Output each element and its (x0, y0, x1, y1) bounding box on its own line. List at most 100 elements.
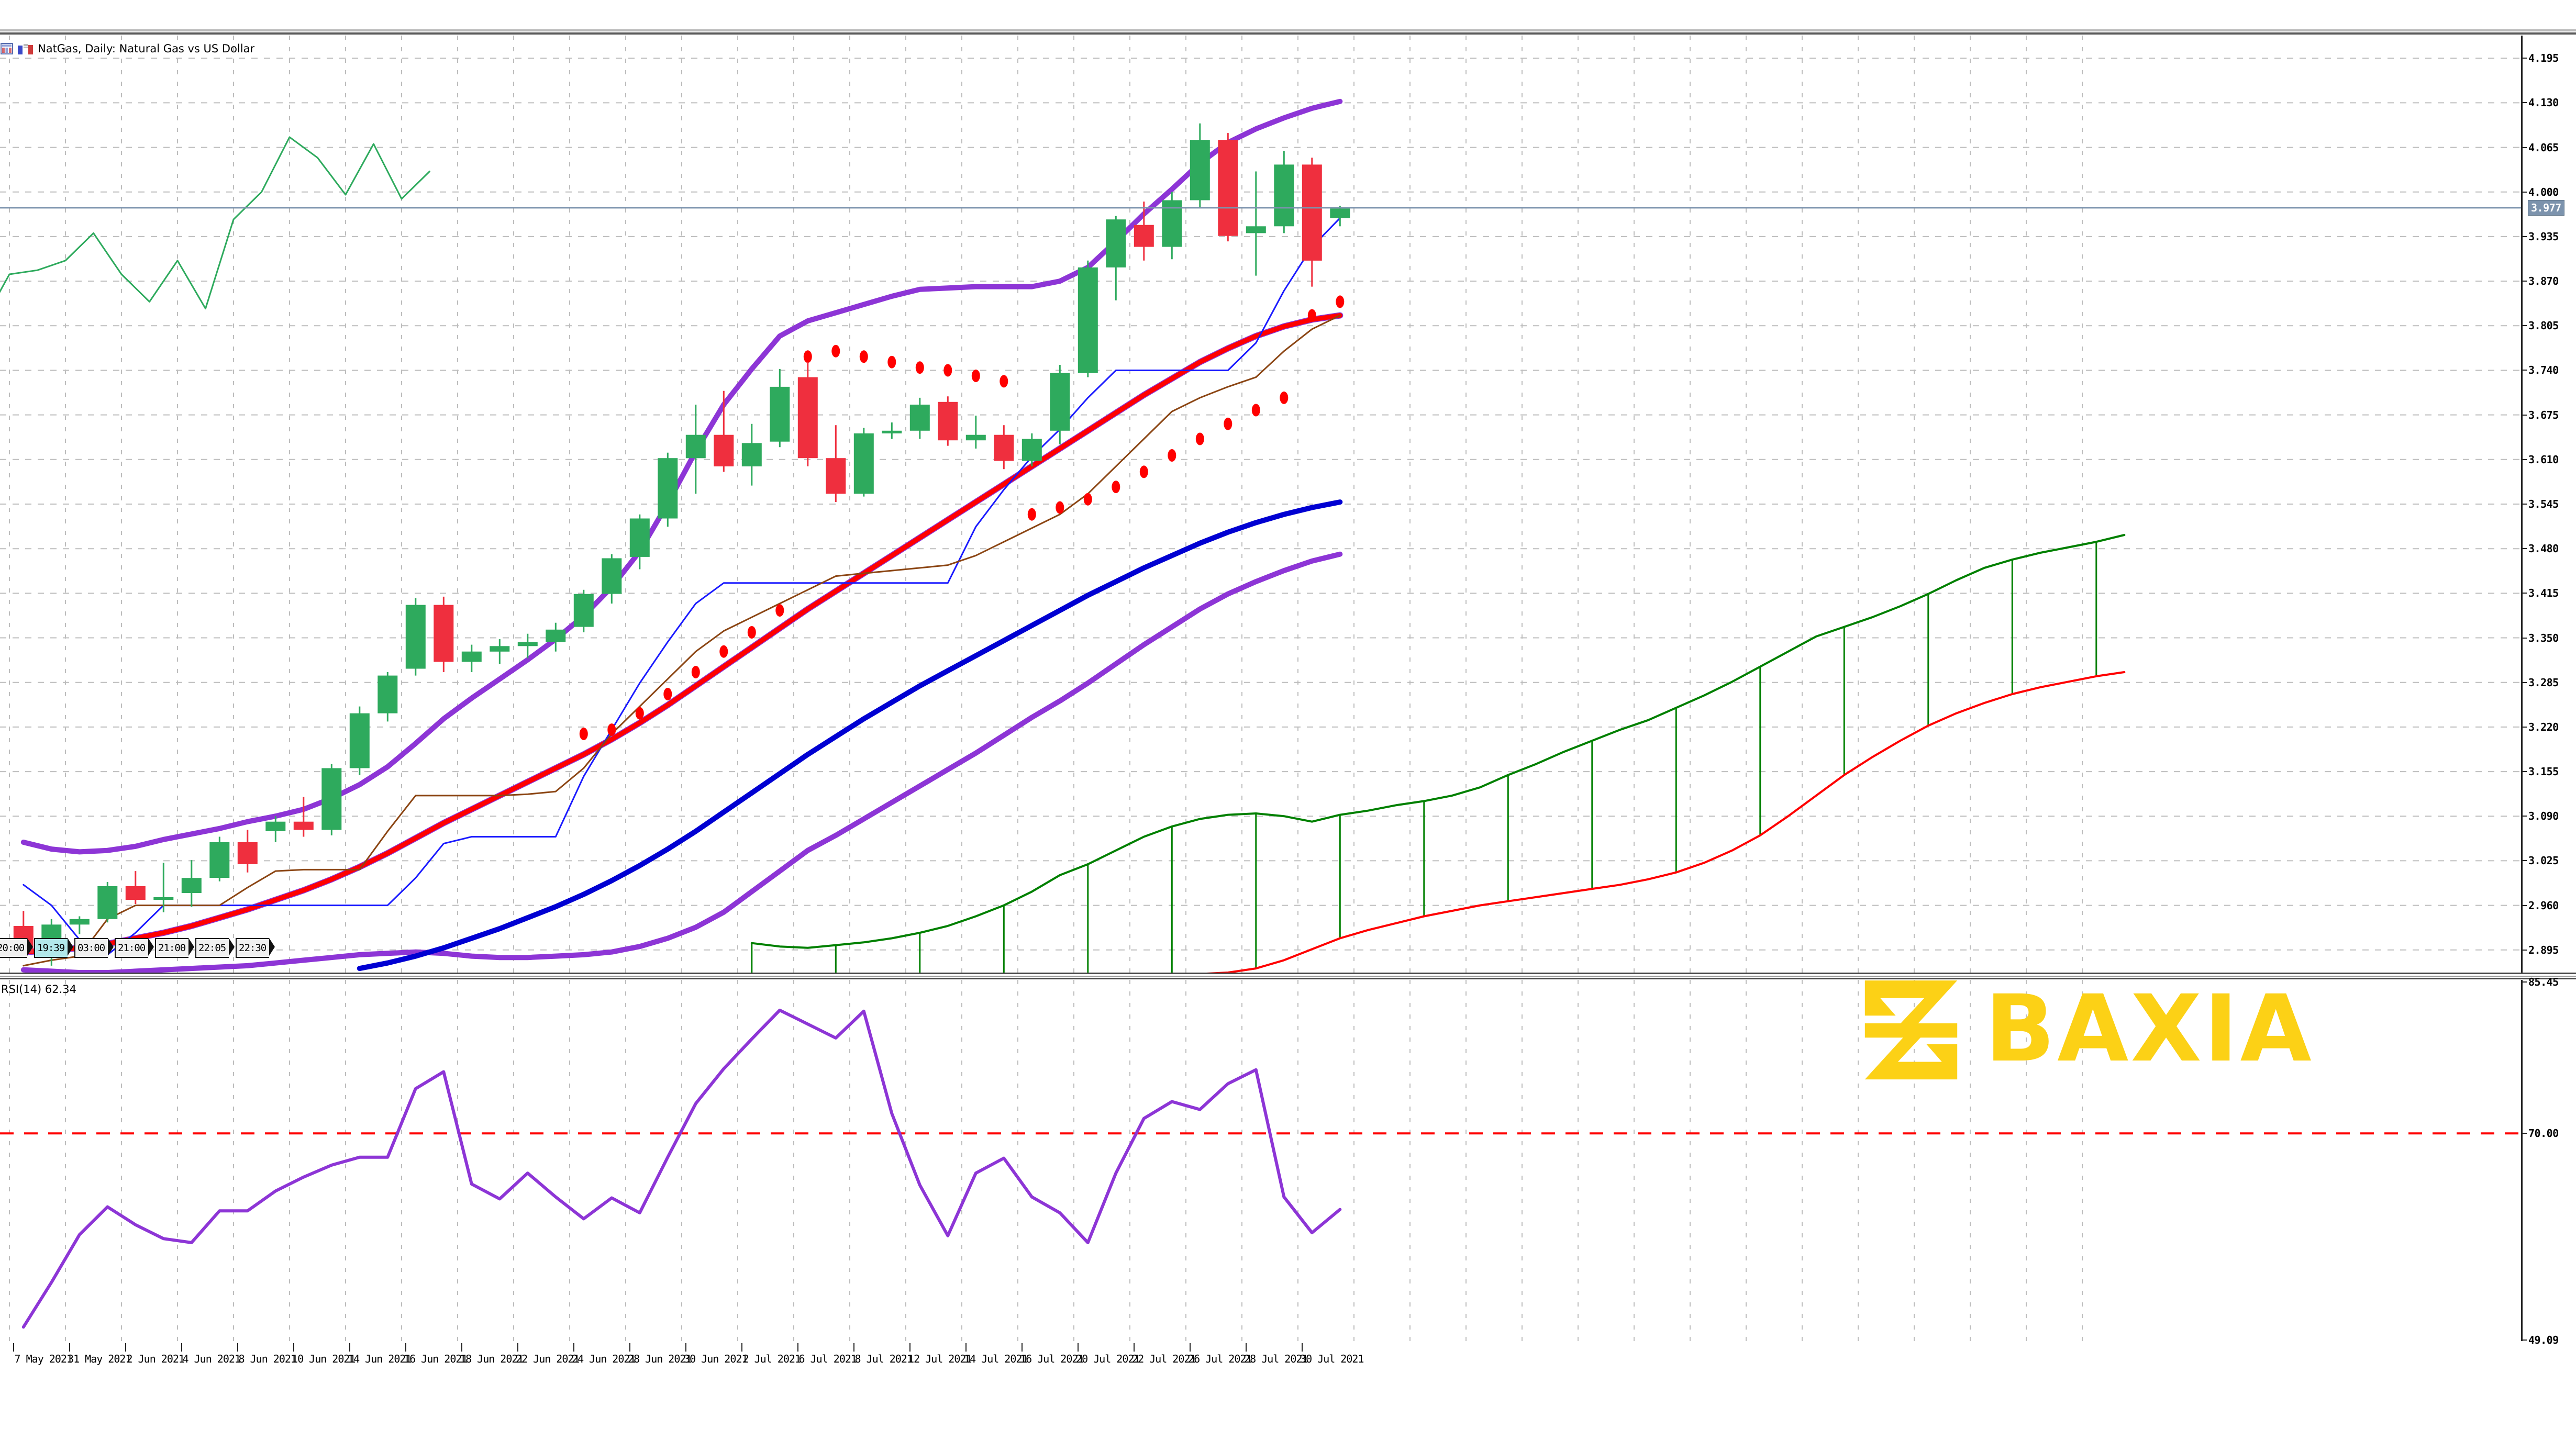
date-axis-label: 14 Jun 2021 (348, 1353, 412, 1365)
candle-body (1274, 164, 1294, 227)
date-axis-tick (1021, 1343, 1023, 1352)
date-axis-label: 6 Jul 2021 (798, 1353, 857, 1365)
rsi-axis-tick (2521, 1133, 2527, 1134)
price-axis-tick-label: 4.130 (2528, 96, 2559, 109)
rsi-axis-tick (2521, 981, 2527, 983)
candle-body (826, 458, 846, 494)
candle-body (685, 434, 706, 459)
sar-dot (663, 688, 672, 700)
sar-dot (1112, 481, 1120, 494)
candle-body (1078, 267, 1098, 373)
date-axis-tick (517, 1343, 518, 1352)
date-axis-tick (685, 1343, 686, 1352)
time-tag[interactable]: 20:00 (0, 938, 34, 958)
candle-body (629, 518, 650, 557)
date-axis-label: 18 Jun 2021 (460, 1353, 524, 1365)
candle-body (1134, 225, 1154, 247)
candle-body (714, 434, 734, 466)
price-axis-tick (2521, 860, 2527, 862)
candle-body (321, 768, 342, 830)
moving-average-red (21, 313, 1342, 955)
symbol-label: NatGas, Daily: Natural Gas vs US Dollar (0, 41, 254, 57)
price-axis-tick (2521, 637, 2527, 639)
candle-body (1246, 226, 1266, 233)
rsi-axis-tick-label: 70.00 (2528, 1127, 2559, 1140)
rsi-series (21, 1008, 1342, 1329)
overlay-lines (20, 98, 1343, 973)
candle-body (237, 842, 258, 864)
price-axis-tick-label: 4.065 (2528, 141, 2559, 154)
price-axis-tick-label: 3.545 (2528, 498, 2559, 510)
price-axis-tick-label: 4.195 (2528, 52, 2559, 65)
candle-body (461, 651, 482, 662)
kijun-sen-line (23, 217, 1341, 956)
price-axis-tick (2521, 548, 2527, 550)
date-axis-label: 28 Jul 2021 (1244, 1353, 1308, 1365)
price-axis-tick-label: 3.480 (2528, 542, 2559, 555)
candle-body (797, 377, 818, 459)
date-axis-label: 20 Jul 2021 (1076, 1353, 1140, 1365)
date-axis-tick (237, 1343, 238, 1352)
date-axis-label: 22 Jun 2021 (516, 1353, 580, 1365)
candle-body (1050, 373, 1070, 431)
rsi-line (21, 1008, 1342, 1329)
candlestick-series (13, 123, 1350, 966)
date-axis-label: 16 Jun 2021 (404, 1353, 468, 1365)
price-axis-tick-label: 3.090 (2528, 810, 2559, 823)
price-axis-tick-label: 3.610 (2528, 453, 2559, 466)
price-axis-tick (2521, 726, 2527, 728)
price-axis-tick-label: 3.220 (2528, 720, 2559, 733)
date-axis-tick (853, 1343, 854, 1352)
price-chart-pane[interactable] (0, 36, 2521, 973)
candle-body (377, 675, 398, 713)
price-axis[interactable]: 4.195 4.130 4.065 4.000 3.935 3.870 3.805 3.740… (2521, 36, 2576, 973)
rsi-axis-tick-label: 85.45 (2528, 976, 2559, 988)
price-axis-tick-label: 3.805 (2528, 319, 2559, 332)
time-tag[interactable]: 19:39 (34, 938, 74, 958)
candle-body (434, 605, 454, 662)
time-tag[interactable]: 22:05 (195, 938, 235, 958)
sar-dot (1195, 432, 1204, 445)
date-axis-label: 8 Jun 2021 (238, 1353, 297, 1365)
candle-body (1330, 208, 1350, 218)
sar-dot (1280, 391, 1289, 404)
date-axis-tick (125, 1343, 126, 1352)
date-axis-tick (1077, 1343, 1079, 1352)
sar-dot (747, 626, 756, 639)
price-axis-tick (2521, 414, 2527, 416)
date-axis-label: 8 Jul 2021 (854, 1353, 913, 1365)
time-tag[interactable]: 22:30 (236, 938, 275, 958)
date-axis-tick (1301, 1343, 1303, 1352)
date-axis-label: 26 Jul 2021 (1188, 1353, 1252, 1365)
price-gridlines (0, 36, 2521, 973)
moving-average-blue (357, 499, 1343, 972)
secondary-symbol-line (0, 136, 430, 309)
price-axis-tick (2521, 281, 2527, 282)
date-axis[interactable]: 7 May 2021 31 May 2021 2 Jun 2021 4 Jun 202… (0, 1343, 2521, 1380)
candle-body (1021, 439, 1042, 461)
date-axis-tick (181, 1343, 182, 1352)
time-tag[interactable]: 03:00 (74, 938, 114, 958)
price-axis-tick (2521, 191, 2527, 193)
candle-body (181, 878, 202, 893)
sar-dot (803, 350, 812, 363)
sar-dot (1307, 309, 1316, 322)
pane-separator-mid (0, 976, 2576, 977)
chart-table-icon (0, 42, 14, 55)
candle-body (97, 886, 118, 919)
current-price-tag[interactable]: 3.977 (2528, 199, 2564, 216)
rsi-axis[interactable]: 85.45 70.00 49.09 (2521, 976, 2576, 1346)
sar-dot (859, 350, 868, 363)
time-tag[interactable]: 21:00 (155, 938, 195, 958)
price-axis-tick (2521, 816, 2527, 817)
date-axis-label: 31 May 2021 (68, 1353, 131, 1365)
date-axis-tick (349, 1343, 350, 1352)
time-tag[interactable]: 21:00 (115, 938, 154, 958)
rsi-axis-tick-label: 49.09 (2528, 1334, 2559, 1346)
bollinger-lower-band (20, 551, 1343, 973)
rsi-chart-svg (0, 980, 2521, 1341)
rsi-chart-pane[interactable] (0, 980, 2521, 1341)
date-axis-tick (1133, 1343, 1135, 1352)
price-axis-tick (2521, 58, 2527, 59)
candle-body (882, 430, 902, 433)
